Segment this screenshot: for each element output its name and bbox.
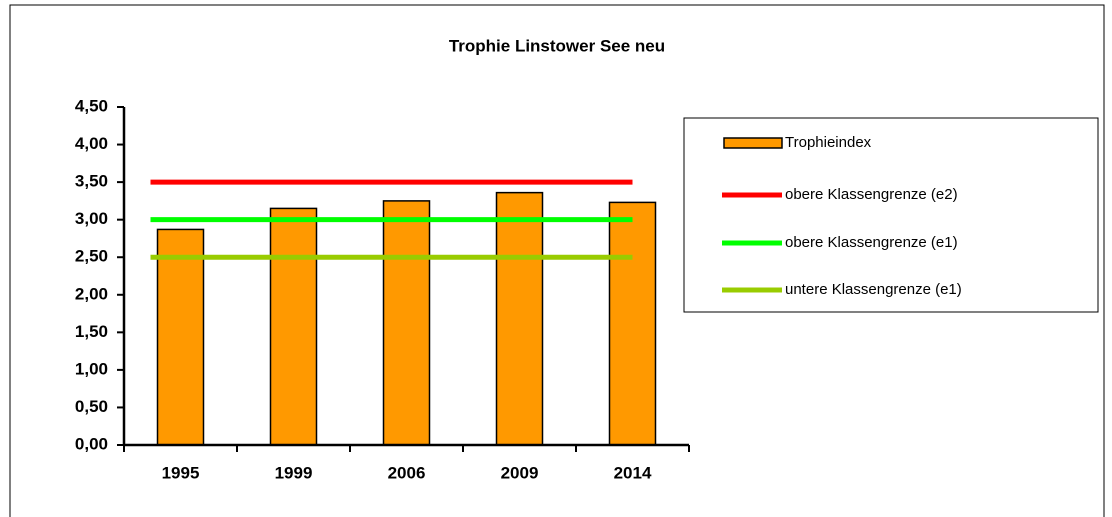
x-tick-label: 2009 (501, 463, 539, 482)
x-tick-label: 2014 (614, 463, 652, 482)
y-tick-label: 1,00 (75, 359, 108, 378)
y-tick-label: 4,00 (75, 134, 108, 153)
x-tick-label: 1995 (162, 463, 200, 482)
bar (269, 207, 318, 446)
bar (495, 191, 544, 446)
legend-label: Trophieindex (785, 134, 872, 151)
bar (156, 228, 205, 446)
bar (382, 200, 431, 446)
legend-label: obere Klassengrenze (e2) (785, 186, 958, 203)
x-tick-label: 1999 (275, 463, 313, 482)
y-tick-label: 4,50 (75, 96, 108, 115)
y-tick-label: 0,00 (75, 434, 108, 453)
y-tick-label: 0,50 (75, 397, 108, 416)
y-tick-label: 2,00 (75, 284, 108, 303)
y-tick-label: 3,00 (75, 209, 108, 228)
y-tick-label: 3,50 (75, 172, 108, 191)
y-tick-label: 1,50 (75, 322, 108, 341)
legend-swatch (723, 137, 783, 149)
chart-title: Trophie Linstower See neu (449, 36, 665, 55)
x-tick-label: 2006 (388, 463, 426, 482)
legend-label: obere Klassengrenze (e1) (785, 234, 958, 251)
legend-label: untere Klassengrenze (e1) (785, 281, 962, 298)
legend-box (683, 117, 1099, 313)
y-tick-label: 2,50 (75, 247, 108, 266)
bar (608, 201, 657, 446)
